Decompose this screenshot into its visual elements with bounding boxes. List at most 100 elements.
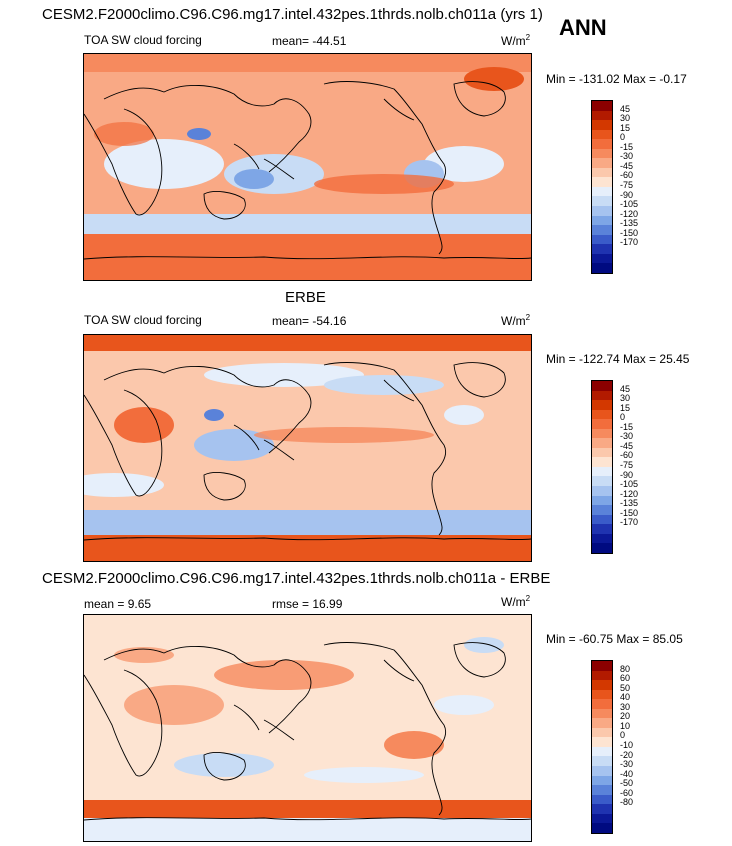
colorbar-tick-label: 0	[620, 132, 626, 143]
colorbar-tick-label: 15	[620, 122, 631, 133]
colorbar-swatch	[592, 718, 612, 728]
colorbar-swatch	[592, 486, 612, 496]
colorbar-swatch	[592, 148, 612, 159]
colorbar-swatch	[592, 129, 612, 140]
colorbar-swatch	[592, 794, 612, 805]
colorbar-swatch	[592, 215, 612, 226]
colorbar-tick-label: -50	[620, 778, 634, 789]
colorbar-tick-label: -150	[620, 507, 639, 518]
colorbar-tick-label: 30	[620, 113, 631, 124]
panel3-title: CESM2.F2000climo.C96.C96.mg17.intel.432p…	[42, 570, 551, 587]
colorbar-tick-label: -135	[620, 218, 639, 229]
colorbar-swatch	[592, 139, 612, 149]
colorbar-swatch	[592, 419, 612, 429]
colorbar-tick-label: -170	[620, 237, 639, 248]
colorbar-swatch	[592, 533, 612, 544]
panel3-rmse-label: rmse = 16.99	[272, 597, 343, 611]
colorbar-swatch	[592, 746, 612, 757]
colorbar-swatch	[592, 390, 612, 401]
colorbar-swatch	[592, 476, 612, 487]
colorbar-tick-label: -30	[620, 431, 634, 442]
colorbar-tick-label: 10	[620, 720, 631, 731]
colorbar-tick-label: 20	[620, 711, 631, 722]
colorbar-swatch	[592, 514, 612, 525]
colorbar-tick-label: -60	[620, 170, 634, 181]
colorbar-tick-label: -80	[620, 797, 634, 808]
panel2-colorbar	[591, 380, 613, 554]
colorbar-tick-label: -75	[620, 180, 634, 190]
colorbar-swatch	[592, 110, 612, 121]
colorbar-swatch	[592, 823, 612, 833]
panel3-colorbar	[591, 660, 613, 834]
panel1-minmax: Min = -131.02 Max = -0.17	[546, 72, 687, 86]
colorbar-swatch	[592, 505, 612, 515]
colorbar-swatch	[592, 756, 612, 767]
colorbar-swatch	[592, 785, 612, 795]
panel2-minmax: Min = -122.74 Max = 25.45	[546, 352, 690, 366]
colorbar-swatch	[592, 263, 612, 273]
panel1-variable-label: TOA SW cloud forcing	[84, 33, 202, 47]
colorbar-swatch	[592, 670, 612, 681]
colorbar-tick-label: -105	[620, 479, 639, 490]
colorbar-swatch	[592, 813, 612, 824]
colorbar-tick-label: -90	[620, 189, 634, 200]
colorbar-swatch	[592, 234, 612, 245]
colorbar-tick-label: -45	[620, 160, 634, 171]
colorbar-swatch	[592, 167, 612, 178]
colorbar-tick-label: -135	[620, 498, 639, 509]
colorbar-swatch	[592, 186, 612, 197]
colorbar-swatch	[592, 661, 612, 671]
colorbar-tick-label: -15	[620, 141, 634, 152]
colorbar-swatch	[592, 708, 612, 719]
panel2-title: ERBE	[285, 289, 326, 306]
colorbar-swatch	[592, 158, 612, 168]
colorbar-swatch	[592, 543, 612, 553]
colorbar-tick-label: 40	[620, 692, 631, 703]
colorbar-tick-label: -40	[620, 768, 634, 779]
panel2-mean-label: mean= -54.16	[272, 314, 347, 328]
colorbar-swatch	[592, 699, 612, 709]
panel2-map	[83, 334, 532, 562]
colorbar-tick-label: -90	[620, 469, 634, 480]
colorbar-swatch	[592, 438, 612, 448]
colorbar-swatch	[592, 196, 612, 207]
colorbar-swatch	[592, 120, 612, 130]
colorbar-swatch	[592, 775, 612, 786]
colorbar-swatch	[592, 253, 612, 264]
colorbar-swatch	[592, 737, 612, 747]
colorbar-tick-label: -170	[620, 517, 639, 528]
colorbar-tick-label: -30	[620, 151, 634, 162]
colorbar-swatch	[592, 689, 612, 700]
colorbar-swatch	[592, 495, 612, 506]
colorbar-tick-label: -120	[620, 208, 639, 219]
colorbar-swatch	[592, 101, 612, 111]
colorbar-tick-label: -150	[620, 227, 639, 238]
colorbar-swatch	[592, 225, 612, 235]
colorbar-swatch	[592, 400, 612, 410]
colorbar-swatch	[592, 804, 612, 814]
colorbar-tick-label: -120	[620, 488, 639, 499]
colorbar-tick-label: 45	[620, 103, 631, 114]
panel1-mean-label: mean= -44.51	[272, 34, 347, 48]
colorbar-swatch	[592, 466, 612, 477]
colorbar-swatch	[592, 177, 612, 187]
colorbar-tick-label: -45	[620, 440, 634, 451]
colorbar-swatch	[592, 428, 612, 439]
colorbar-tick-label: -60	[620, 450, 634, 461]
colorbar-tick-label: 15	[620, 402, 631, 413]
colorbar-tick-label: -105	[620, 199, 639, 210]
colorbar-tick-label: -20	[620, 749, 634, 760]
colorbar-tick-label: 0	[620, 412, 626, 423]
panel3-unit: W/m2	[501, 594, 531, 609]
colorbar-tick-label: -15	[620, 421, 634, 432]
colorbar-tick-label: 0	[620, 730, 626, 741]
colorbar-tick-label: -30	[620, 759, 634, 770]
colorbar-swatch	[592, 680, 612, 690]
panel3-mean-label: mean = 9.65	[84, 597, 152, 611]
colorbar-tick-label: 30	[620, 701, 631, 712]
panel2-variable-label: TOA SW cloud forcing	[84, 313, 202, 327]
panel3-minmax: Min = -60.75 Max = 85.05	[546, 632, 683, 646]
panel1-colorbar	[591, 100, 613, 274]
colorbar-swatch	[592, 206, 612, 216]
colorbar-swatch	[592, 766, 612, 776]
